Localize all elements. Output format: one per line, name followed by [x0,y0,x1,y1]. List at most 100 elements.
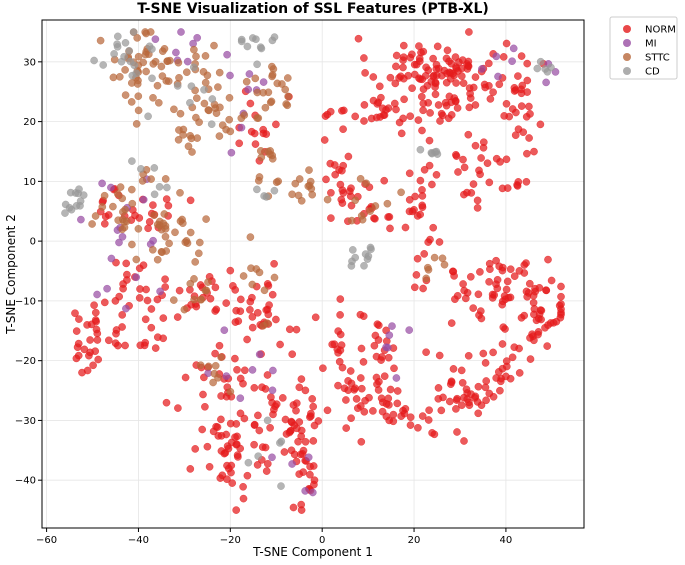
data-point [201,402,209,411]
data-point [204,278,212,286]
data-point [399,63,407,72]
data-point [517,85,525,94]
data-point [254,452,263,461]
data-point [215,132,224,140]
data-point [498,340,507,348]
data-point [405,195,414,204]
data-point [223,50,231,59]
data-point [135,214,144,222]
data-point [288,350,297,359]
data-point [457,366,466,375]
data-point [98,203,107,211]
data-point [209,378,217,387]
data-point [408,84,416,92]
data-point [347,414,355,423]
data-point [309,437,318,445]
data-point [181,373,190,382]
legend-marker-mi [623,39,631,47]
data-point [173,82,182,90]
data-point [400,95,408,104]
data-point [474,290,483,299]
data-point [104,211,113,219]
data-point [143,296,152,305]
data-point [342,396,350,404]
data-point [459,155,467,164]
data-point [420,250,429,258]
data-point [157,62,166,71]
data-point [217,447,226,455]
data-point [428,180,436,189]
data-point [283,101,292,110]
data-point [250,383,259,392]
data-point [418,186,426,194]
data-point [422,348,430,357]
data-point [190,295,198,304]
y-tick-label: 20 [23,117,36,128]
data-point [109,202,117,211]
data-point [274,177,283,186]
data-point [436,117,444,125]
data-point [360,117,368,125]
data-point [434,394,443,403]
data-point [85,351,93,360]
data-point [228,479,236,487]
data-point [334,381,342,390]
data-point [464,57,473,66]
data-point [218,121,227,129]
legend-marker-cd [623,67,631,75]
data-point [196,361,205,370]
data-point [248,323,257,332]
data-point [425,406,433,415]
data-point [149,94,157,102]
data-point [520,311,529,320]
y-tick-label: −10 [15,296,36,307]
data-point [479,349,488,358]
data-point [180,305,189,314]
data-point [390,364,398,373]
data-point [392,51,401,60]
data-point [161,232,170,241]
data-point [339,125,347,133]
data-point [240,366,249,375]
data-point [257,153,266,162]
data-point [522,177,531,186]
data-point [399,56,407,65]
data-point [129,28,138,36]
data-point [526,279,534,288]
data-point [401,223,410,232]
data-point [393,387,402,395]
data-point [327,214,335,222]
data-point [243,335,251,344]
data-point [116,73,124,81]
data-point [520,261,529,269]
data-point [322,175,330,184]
data-point [93,329,102,338]
data-point [453,428,461,436]
data-point [142,285,150,294]
data-point [469,83,478,92]
data-point [222,372,231,380]
data-point [139,58,147,67]
data-point [425,161,434,170]
data-point [215,68,224,77]
data-point [254,114,263,122]
data-point [211,283,220,292]
data-point [218,471,227,480]
series-cd [61,28,555,490]
data-point [256,43,265,52]
data-point [213,423,222,431]
data-point [155,182,164,191]
data-point [319,364,327,373]
data-point [386,73,395,82]
data-point [452,405,460,413]
data-point [429,223,438,232]
data-point [309,402,318,411]
data-point [270,273,279,282]
data-point [384,213,392,221]
data-point [371,331,380,340]
data-point [415,42,423,50]
data-point [415,54,424,63]
data-point [358,215,367,224]
data-point [281,85,290,94]
x-tick-label: −60 [36,535,57,546]
